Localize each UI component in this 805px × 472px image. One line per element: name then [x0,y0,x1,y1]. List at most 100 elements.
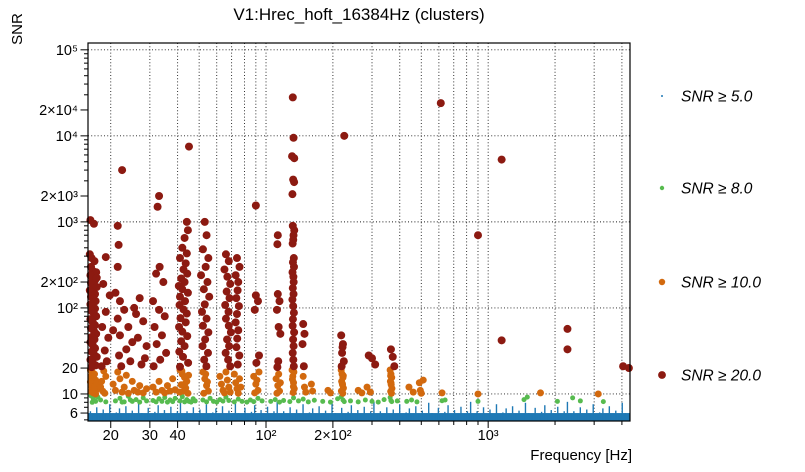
data-point-series-3 [300,329,309,338]
data-point-series-2 [309,387,317,395]
data-point-series-3 [203,348,212,357]
data-point-series-3 [224,307,233,316]
data-point-series-3 [180,342,189,351]
data-point-series-2 [288,375,296,383]
data-point-series-2 [289,388,297,396]
x-tick-label: 20 [103,428,119,444]
data-point-series-3 [232,343,241,352]
data-point-series-1 [300,396,306,402]
data-point-series-2 [339,372,347,380]
data-point-series-1 [320,398,326,404]
data-point-series-1 [140,395,146,401]
data-point-series-3 [149,362,158,371]
data-point-series-1 [137,399,143,405]
data-point-series-2 [307,380,315,388]
data-point-series-2 [417,389,425,397]
data-point-series-2 [116,375,124,383]
data-point-series-2 [251,389,259,397]
plot-frame [87,42,631,422]
y-tick-label: 20 [62,361,78,377]
data-point-series-3 [232,309,241,318]
data-point-series-2 [405,383,413,391]
data-point-series-3 [473,231,482,240]
y-tick-label: 2×10² [41,275,79,291]
data-point-series-1 [369,398,375,404]
data-point-series-3 [113,262,122,271]
data-point-series-1 [295,398,301,404]
data-point-series-2 [302,388,310,396]
blue-base-band [88,413,630,421]
data-point-series-1 [355,399,361,405]
data-point-series-1 [272,397,278,403]
data-point-series-3 [231,318,240,327]
data-point-series-3 [223,335,232,344]
data-point-series-3 [115,297,124,306]
data-point-series-3 [226,279,235,288]
data-point-series-1 [172,395,178,401]
data-point-series-2 [594,390,602,398]
data-point-series-3 [276,329,285,338]
data-point-series-3 [624,364,633,373]
data-point-series-2 [101,389,109,397]
data-point-series-1 [577,398,583,404]
data-point-series-3 [221,314,230,323]
data-point-series-3 [563,345,572,354]
data-point-series-3 [180,233,189,242]
data-point-series-3 [274,357,283,366]
data-point-series-2 [234,389,242,397]
data-point-series-3 [102,357,111,366]
data-point-series-3 [181,297,190,306]
data-point-series-3 [338,343,347,352]
data-point-series-3 [224,355,233,364]
data-point-series-3 [203,278,212,287]
data-point-series-3 [159,278,168,287]
data-point-series-1 [259,398,265,404]
data-point-series-1 [404,398,410,404]
data-point-series-3 [221,348,230,357]
data-point-series-3 [98,323,107,332]
data-point-series-3 [202,231,211,240]
data-point-series-3 [181,318,190,327]
data-point-series-2 [185,371,193,379]
data-point-series-3 [226,362,235,371]
data-point-series-3 [220,265,229,274]
data-point-series-3 [152,269,161,278]
data-point-series-3 [288,93,297,102]
data-point-series-2 [124,389,132,397]
data-point-series-3 [274,323,283,332]
y-tick-label: 10⁵ [56,43,78,59]
data-point-series-3 [205,292,214,301]
data-point-series-1 [394,398,400,404]
data-point-series-2 [474,390,482,398]
data-point-series-1 [159,398,165,404]
data-point-series-3 [115,351,124,360]
data-point-series-3 [149,297,158,306]
data-point-series-2 [409,388,417,396]
data-point-series-3 [340,131,349,140]
data-point-series-3 [289,133,298,142]
data-point-series-3 [153,202,162,211]
data-point-series-3 [101,307,110,316]
data-point-series-3 [251,201,260,210]
data-point-series-1 [414,399,420,405]
y-tick-label: 6 [70,406,78,422]
data-point-series-3 [90,257,99,266]
data-point-series-2 [366,388,374,396]
legend-label: SNR ≥ 8.0 [681,181,753,198]
data-point-series-3 [289,355,298,364]
data-point-series-3 [162,348,171,357]
data-point-series-2 [161,389,169,397]
data-point-series-2 [289,383,297,391]
data-point-series-3 [92,352,101,361]
data-point-series-3 [183,288,192,297]
data-point-series-3 [337,362,346,371]
data-point-series-3 [221,250,230,259]
x-tick-label: 30 [142,428,158,444]
data-point-series-3 [225,294,234,303]
data-point-series-2 [338,380,346,388]
data-point-series-3 [139,317,148,326]
data-point-series-3 [133,333,142,342]
data-point-series-1 [570,395,576,401]
data-point-series-3 [179,352,188,361]
data-point-series-2 [236,375,244,383]
